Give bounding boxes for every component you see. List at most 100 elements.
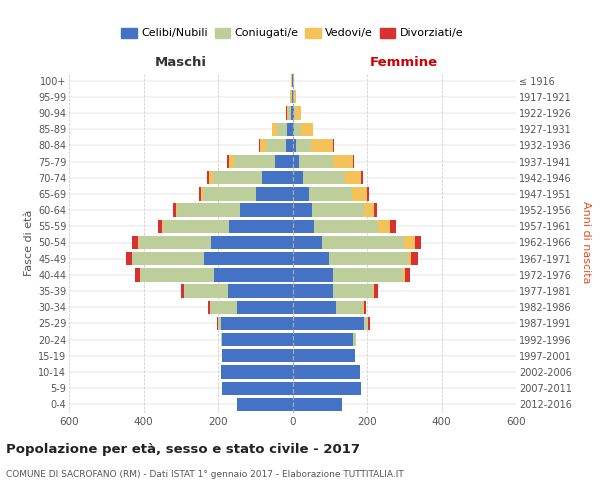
- Bar: [293, 333, 356, 346]
- Bar: [293, 284, 374, 298]
- Bar: [222, 382, 293, 395]
- Bar: [221, 333, 293, 346]
- Bar: [293, 284, 373, 298]
- Bar: [293, 106, 301, 120]
- Bar: [293, 333, 356, 346]
- Bar: [236, 398, 293, 411]
- Text: Maschi: Maschi: [155, 56, 207, 70]
- Y-axis label: Anni di nascita: Anni di nascita: [581, 201, 591, 283]
- Bar: [236, 300, 293, 314]
- Bar: [277, 122, 293, 136]
- Bar: [184, 284, 293, 298]
- Bar: [222, 382, 293, 395]
- Bar: [292, 74, 293, 87]
- Bar: [293, 171, 303, 184]
- Bar: [290, 90, 293, 104]
- Bar: [207, 171, 293, 184]
- Bar: [293, 122, 313, 136]
- Bar: [272, 122, 293, 136]
- Bar: [293, 317, 370, 330]
- Bar: [223, 349, 293, 362]
- Bar: [293, 366, 360, 378]
- Bar: [229, 220, 293, 233]
- Bar: [266, 138, 293, 152]
- Bar: [293, 155, 299, 168]
- Bar: [293, 106, 301, 120]
- Bar: [235, 155, 293, 168]
- Bar: [293, 155, 353, 168]
- Bar: [293, 317, 368, 330]
- Bar: [293, 171, 362, 184]
- Bar: [275, 155, 293, 168]
- Bar: [256, 188, 293, 200]
- Bar: [203, 188, 293, 200]
- Bar: [293, 122, 301, 136]
- Bar: [293, 349, 355, 362]
- Bar: [181, 284, 293, 298]
- Bar: [223, 349, 293, 362]
- Bar: [201, 188, 293, 200]
- Bar: [221, 366, 293, 378]
- Bar: [293, 366, 360, 378]
- Bar: [286, 106, 293, 120]
- Bar: [223, 349, 293, 362]
- Bar: [291, 106, 293, 120]
- Bar: [293, 90, 296, 104]
- Bar: [293, 284, 333, 298]
- Bar: [133, 252, 293, 266]
- Text: Femmine: Femmine: [370, 56, 439, 70]
- Bar: [293, 138, 333, 152]
- Bar: [208, 300, 293, 314]
- Bar: [293, 268, 410, 281]
- Bar: [287, 106, 293, 120]
- Bar: [163, 220, 293, 233]
- Bar: [293, 268, 404, 281]
- Bar: [204, 252, 293, 266]
- Bar: [133, 252, 293, 266]
- Bar: [293, 220, 378, 233]
- Bar: [293, 349, 355, 362]
- Bar: [217, 317, 293, 330]
- Bar: [293, 204, 374, 217]
- Bar: [293, 398, 342, 411]
- Bar: [260, 138, 293, 152]
- Bar: [292, 74, 293, 87]
- Bar: [222, 382, 293, 395]
- Bar: [140, 268, 293, 281]
- Bar: [293, 300, 337, 314]
- Bar: [293, 300, 363, 314]
- Bar: [236, 398, 293, 411]
- Bar: [293, 122, 295, 136]
- Bar: [173, 204, 293, 217]
- Bar: [138, 236, 293, 249]
- Text: COMUNE DI SACROFANO (RM) - Dati ISTAT 1° gennaio 2017 - Elaborazione TUTTITALIA.: COMUNE DI SACROFANO (RM) - Dati ISTAT 1°…: [6, 470, 404, 479]
- Bar: [210, 300, 293, 314]
- Bar: [293, 382, 361, 395]
- Bar: [293, 188, 308, 200]
- Bar: [223, 333, 293, 346]
- Bar: [293, 300, 364, 314]
- Bar: [221, 333, 293, 346]
- Bar: [293, 382, 361, 395]
- Bar: [162, 220, 293, 233]
- Bar: [293, 284, 378, 298]
- Bar: [293, 138, 334, 152]
- Bar: [293, 252, 418, 266]
- Bar: [289, 106, 293, 120]
- Bar: [210, 300, 293, 314]
- Bar: [293, 317, 364, 330]
- Bar: [293, 204, 377, 217]
- Bar: [229, 284, 293, 298]
- Bar: [287, 122, 293, 136]
- Bar: [293, 236, 421, 249]
- Bar: [223, 349, 293, 362]
- Bar: [221, 366, 293, 378]
- Bar: [293, 333, 353, 346]
- Bar: [293, 188, 369, 200]
- Bar: [293, 398, 342, 411]
- Y-axis label: Fasce di età: Fasce di età: [23, 210, 34, 276]
- Bar: [293, 268, 333, 281]
- Bar: [236, 398, 293, 411]
- Bar: [259, 138, 293, 152]
- Bar: [262, 171, 293, 184]
